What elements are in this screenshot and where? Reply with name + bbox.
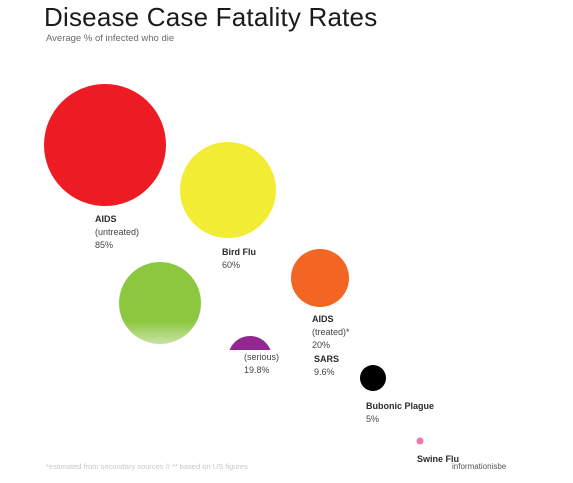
label-note: (treated)* xyxy=(312,327,350,337)
chart-title: Disease Case Fatality Rates xyxy=(44,2,378,32)
source-credit: informationisbe xyxy=(452,462,507,471)
label-value: 20% xyxy=(312,340,331,350)
label-bubonic-plague: Bubonic Plague 5% xyxy=(366,400,434,426)
bubble-aids-treated xyxy=(291,249,349,307)
bubble-bubonic-plague xyxy=(360,365,386,391)
bubble-serious xyxy=(119,262,201,344)
label-name: Swine Flu xyxy=(417,454,460,464)
label-name: Bird Flu xyxy=(222,247,256,257)
chart-subtitle: Average % of infected who die xyxy=(46,33,175,44)
bubble-sars xyxy=(229,336,271,350)
label-value: 5% xyxy=(366,414,380,424)
label-sars: SARS 9.6% xyxy=(314,353,339,379)
label-note: (serious) xyxy=(244,352,280,362)
label-aids-treated: AIDS (treated)* 20% xyxy=(312,313,350,352)
bubble-swine-flu xyxy=(416,437,424,445)
label-value: 19.8% xyxy=(244,365,270,375)
label-bird-flu: Bird Flu 60% xyxy=(222,246,256,272)
bubble-aids-untreated xyxy=(44,84,166,206)
label-value: 85% xyxy=(95,240,114,250)
label-aids-untreated: AIDS (untreated) 85% xyxy=(95,213,139,252)
label-name: AIDS xyxy=(95,214,117,224)
label-name: AIDS xyxy=(312,314,334,324)
label-name: SARS xyxy=(314,354,340,364)
label-serious: (serious) 19.8% xyxy=(244,351,279,377)
bubble-bird-flu xyxy=(180,142,276,238)
label-value: 9.6% xyxy=(314,367,335,377)
label-note: (untreated) xyxy=(95,227,140,237)
label-name: Bubonic Plague xyxy=(366,401,435,411)
footnote: *estimated from secondary sources // ** … xyxy=(46,462,248,471)
label-swine-flu: Swine Flu xyxy=(417,453,459,466)
label-value: 60% xyxy=(222,260,241,270)
